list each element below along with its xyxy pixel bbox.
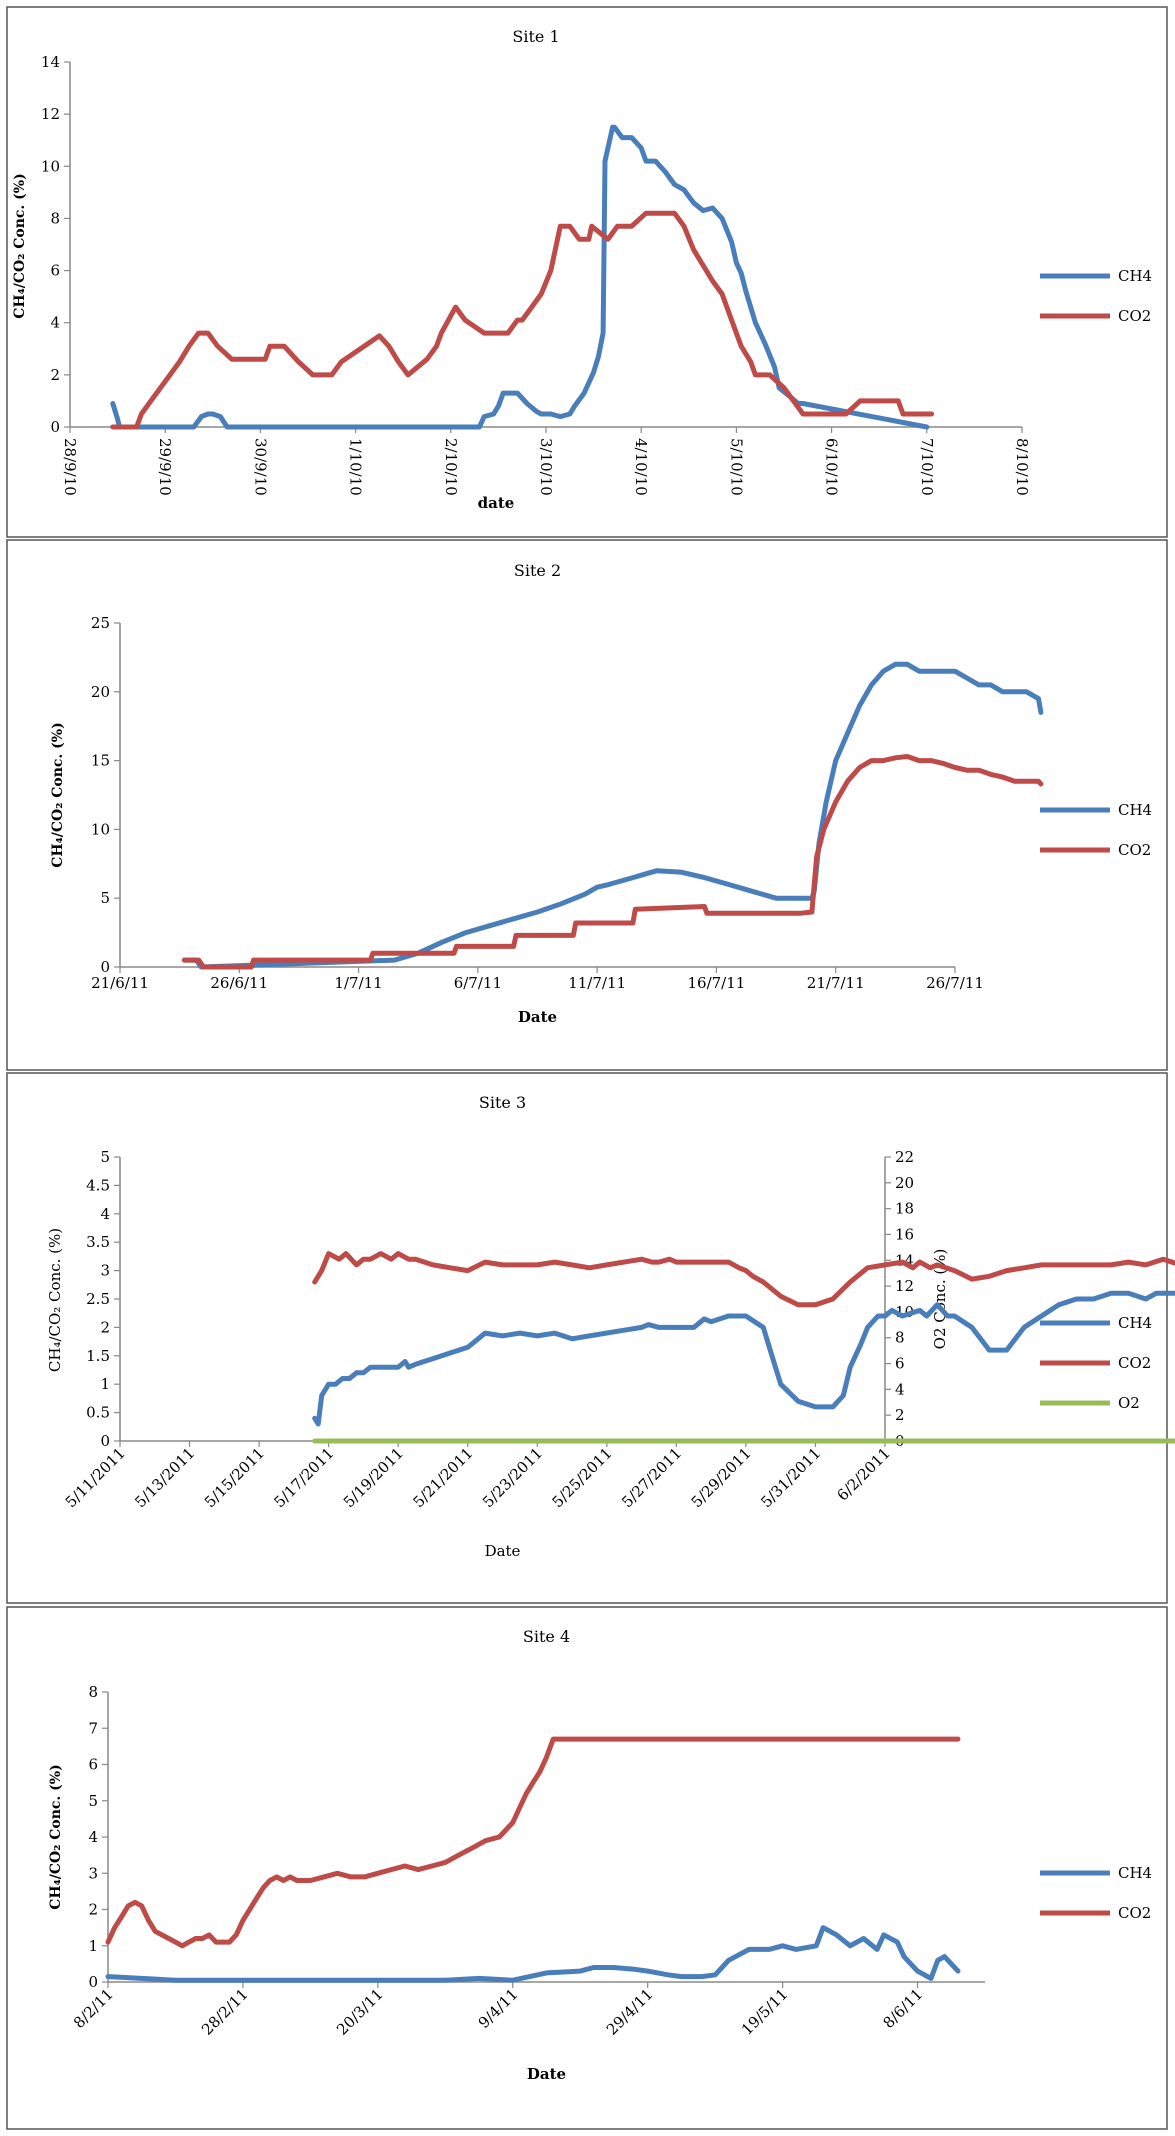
legend-label-o2: O2 xyxy=(1118,1394,1140,1412)
chart-title: Site 2 xyxy=(514,561,561,580)
chart-panel-border xyxy=(6,1606,1168,2130)
y-tick-label: 5 xyxy=(100,889,110,907)
x-axis-label: date xyxy=(478,494,515,512)
y2-tick-label: 8 xyxy=(895,1329,905,1347)
y-tick-label: 20 xyxy=(91,683,110,701)
y2-tick-label: 22 xyxy=(895,1148,914,1166)
y-tick-label: 3 xyxy=(88,1864,98,1882)
legend-label-ch4: CH4 xyxy=(1118,1864,1152,1882)
y-tick-label: 25 xyxy=(91,614,110,632)
chart-title: Site 4 xyxy=(523,1627,570,1646)
y-tick-label: 4 xyxy=(88,1828,98,1846)
x-axis-label: Date xyxy=(518,1008,557,1026)
x-tick-label: 26/7/11 xyxy=(926,974,984,992)
legend-label-ch4: CH4 xyxy=(1118,1314,1152,1332)
chart-panel-1: Site 1 0 2 4 6 8 10 12 14 28/9/10 29/9/10 30/9/10 1/… xyxy=(6,6,1168,538)
x-tick-label: 5/10/10 xyxy=(727,438,745,496)
x-tick-label: 26/6/11 xyxy=(210,974,268,992)
y-tick-label: 0 xyxy=(88,1973,98,1991)
y2-tick-label: 4 xyxy=(895,1380,905,1398)
y-tick-label: 5 xyxy=(100,1148,110,1166)
y-tick-label: 0 xyxy=(100,958,110,976)
legend-label-ch4: CH4 xyxy=(1118,801,1152,819)
y-tick-label: 1.5 xyxy=(86,1347,110,1365)
y-axis-label: CH₄/CO₂ Conc. (%) xyxy=(48,1764,64,1909)
y-tick-label: 0 xyxy=(100,1432,110,1450)
chart-panel-2: Site 2 0 5 10 15 20 25 21/6/11 26/6/11 1/7/11 6/7/… xyxy=(6,539,1168,1071)
y-tick-label: 2 xyxy=(100,1318,110,1336)
y-axis-label: CH₄/CO₂ Conc. (%) xyxy=(12,173,28,318)
y-tick-label: 0.5 xyxy=(86,1404,110,1422)
y-tick-label: 0 xyxy=(50,418,60,436)
y-tick-label: 3.5 xyxy=(86,1233,110,1251)
series-line-co2 xyxy=(105,1736,961,1949)
y2-tick-label: 2 xyxy=(895,1406,905,1424)
x-tick-label: 1/10/10 xyxy=(347,438,365,496)
y-tick-label: 1 xyxy=(88,1937,98,1955)
x-tick-label: 29/9/10 xyxy=(156,438,174,496)
chart-panel-border xyxy=(6,6,1168,538)
y-tick-label: 10 xyxy=(41,157,60,175)
x-tick-label: 21/6/11 xyxy=(91,974,149,992)
x-tick-label: 6/7/11 xyxy=(454,974,502,992)
x-axis-label: Date xyxy=(485,1542,521,1560)
y-tick-label: 6 xyxy=(88,1756,98,1774)
chart-panel-border xyxy=(6,539,1168,1071)
y-tick-label: 2 xyxy=(50,366,60,384)
y-tick-label: 2.5 xyxy=(86,1290,110,1308)
legend-label-ch4: CH4 xyxy=(1118,267,1152,285)
y-tick-label: 15 xyxy=(91,752,110,770)
legend-label-co2: CO2 xyxy=(1118,841,1151,859)
x-tick-label: 16/7/11 xyxy=(688,974,746,992)
y-tick-label: 8 xyxy=(88,1683,98,1701)
legend-label-co2: CO2 xyxy=(1118,307,1151,325)
chart-panel-3: Site 300.511.522.533.544.550246810121416… xyxy=(6,1072,1175,1604)
y-tick-label: 4 xyxy=(100,1205,110,1223)
y-tick-label: 10 xyxy=(91,820,110,838)
y-tick-label: 4.5 xyxy=(86,1176,110,1194)
y-tick-label: 2 xyxy=(88,1901,98,1919)
y-tick-label: 7 xyxy=(88,1719,98,1737)
x-tick-label: 6/10/10 xyxy=(823,438,841,496)
y2-tick-label: 6 xyxy=(895,1355,905,1373)
x-tick-label: 30/9/10 xyxy=(251,438,269,496)
y2-tick-label: 12 xyxy=(895,1277,914,1295)
x-tick-label: 2/10/10 xyxy=(442,438,460,496)
chart-title: Site 1 xyxy=(512,27,559,46)
y-tick-label: 4 xyxy=(50,314,60,332)
legend-label-co2: CO2 xyxy=(1118,1354,1151,1372)
x-axis-label: Date xyxy=(527,2065,566,2083)
series-line-co2 xyxy=(181,754,1044,970)
y-tick-label: 3 xyxy=(100,1262,110,1280)
series-line-co2 xyxy=(312,1251,1175,1308)
y-tick-label: 5 xyxy=(88,1792,98,1810)
y-tick-label: 14 xyxy=(41,53,60,71)
y2-tick-label: 18 xyxy=(895,1200,914,1218)
y-axis-label: CH₄/CO₂ Conc. (%) xyxy=(50,722,66,867)
y-axis-label: CH₄/CO₂ Conc. (%) xyxy=(46,1228,64,1372)
y-tick-label: 8 xyxy=(50,209,60,227)
series-line-co2 xyxy=(110,210,935,430)
x-tick-label: 4/10/10 xyxy=(632,438,650,496)
y-tick-label: 1 xyxy=(100,1375,110,1393)
series-line-ch4 xyxy=(110,124,930,430)
y-tick-label: 6 xyxy=(50,262,60,280)
y-tick-label: 12 xyxy=(41,105,60,123)
series-line-ch4 xyxy=(105,1925,961,1983)
y2-tick-label: 16 xyxy=(895,1225,914,1243)
x-tick-label: 28/9/10 xyxy=(61,438,79,496)
series-line-ch4 xyxy=(312,1290,1175,1427)
x-tick-label: 21/7/11 xyxy=(807,974,865,992)
x-tick-label: 11/7/11 xyxy=(568,974,626,992)
x-tick-label: 1/7/11 xyxy=(334,974,382,992)
y2-tick-label: 20 xyxy=(895,1174,914,1192)
x-tick-label: 8/10/10 xyxy=(1013,438,1031,496)
x-tick-label: 7/10/10 xyxy=(918,438,936,496)
chart-title: Site 3 xyxy=(479,1093,526,1112)
x-tick-label: 3/10/10 xyxy=(537,438,555,496)
legend-label-co2: CO2 xyxy=(1118,1904,1151,1922)
y2-axis-label: O2 Conc. (%) xyxy=(931,1249,949,1350)
